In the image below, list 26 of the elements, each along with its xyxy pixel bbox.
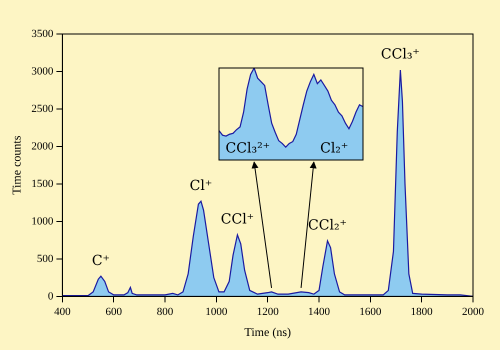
annotation: CCl⁺ <box>220 212 254 228</box>
annotation: Cl₂⁺ <box>320 140 348 157</box>
x-tick-label: 1200 <box>256 306 280 318</box>
annotation: C⁺ <box>92 252 110 269</box>
y-tick-label: 0 <box>48 290 54 302</box>
y-tick-label: 1000 <box>31 215 54 228</box>
y-tick-label: 500 <box>36 252 54 265</box>
x-tick-label: 1000 <box>205 306 228 318</box>
y-tick-label: 2000 <box>31 140 54 152</box>
x-tick-label: 400 <box>54 306 72 318</box>
x-axis-title: Time (ns) <box>244 324 291 339</box>
y-axis-title: Time counts <box>9 135 24 195</box>
y-tick-label: 2500 <box>31 102 54 115</box>
annotation: CCl₂⁺ <box>308 218 347 234</box>
y-tick-label: 3000 <box>31 65 54 78</box>
x-tick-label: 1800 <box>410 306 434 318</box>
y-tick-label: 1500 <box>31 178 54 190</box>
annotation: CCl₃²⁺ <box>226 140 270 157</box>
annotation: CCl₃⁺ <box>380 46 420 63</box>
x-tick-label: 600 <box>105 306 122 318</box>
x-tick-label: 1600 <box>359 306 382 318</box>
x-tick-label: 2000 <box>462 306 484 318</box>
x-tick-label: 1400 <box>308 306 331 318</box>
annotation: Cl⁺ <box>190 178 212 194</box>
x-tick-label: 800 <box>156 306 174 318</box>
y-tick-label: 3500 <box>31 28 54 40</box>
